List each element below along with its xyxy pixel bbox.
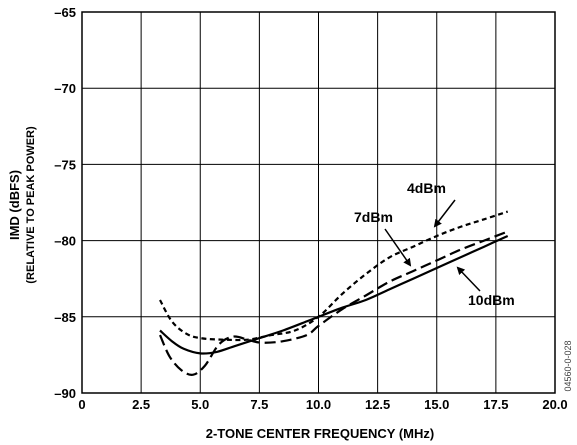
x-tick-label: 12.5 bbox=[365, 397, 390, 412]
x-tick-label: 2.5 bbox=[132, 397, 150, 412]
tick-labels: 0 2.5 5.0 7.5 10.0 12.5 15.0 17.5 20.0 –65 –70 –75 –… bbox=[54, 5, 567, 412]
x-axis-label: 2-TONE CENTER FREQUENCY (MHz) bbox=[206, 426, 434, 441]
series-line-7dbm bbox=[158, 230, 509, 376]
y-tick-label: –90 bbox=[54, 386, 76, 401]
y-tick-label: –85 bbox=[54, 310, 76, 325]
series-lines bbox=[158, 210, 509, 376]
x-tick-label: 15.0 bbox=[424, 397, 449, 412]
series-line-4dbm bbox=[159, 210, 509, 342]
annotation-10dbm: 10dBm bbox=[468, 292, 515, 308]
y-tick-label: –70 bbox=[54, 81, 76, 96]
y-tick-label: –75 bbox=[54, 157, 76, 172]
plot-frame bbox=[81, 11, 556, 394]
x-tick-label: 5.0 bbox=[191, 397, 209, 412]
annotation-4dbm-arrow bbox=[433, 199, 456, 228]
x-tick-label: 0 bbox=[78, 397, 85, 412]
y-axis-sublabel: (RELATIVE TO PEAK POWER) bbox=[25, 126, 37, 284]
figure-id: 04560-0-028 bbox=[563, 340, 573, 391]
x-tick-label: 20.0 bbox=[542, 397, 567, 412]
grid-layer bbox=[81, 11, 556, 394]
series-line-10dbm bbox=[159, 235, 509, 355]
y-tick-label: –65 bbox=[54, 5, 76, 20]
annotation-7dbm-arrow bbox=[384, 228, 412, 267]
y-tick-label: –80 bbox=[54, 234, 76, 249]
x-tick-label: 17.5 bbox=[483, 397, 508, 412]
annotation-4dbm: 4dBm bbox=[407, 180, 446, 196]
x-tick-label: 10.0 bbox=[306, 397, 331, 412]
annotation-10dbm-arrow bbox=[456, 266, 481, 292]
x-tick-label: 7.5 bbox=[250, 397, 268, 412]
annotations: 4dBm 7dBm 10dBm bbox=[354, 180, 515, 308]
annotation-7dbm: 7dBm bbox=[354, 209, 393, 225]
y-axis-label: IMD (dBFS) bbox=[7, 170, 22, 240]
